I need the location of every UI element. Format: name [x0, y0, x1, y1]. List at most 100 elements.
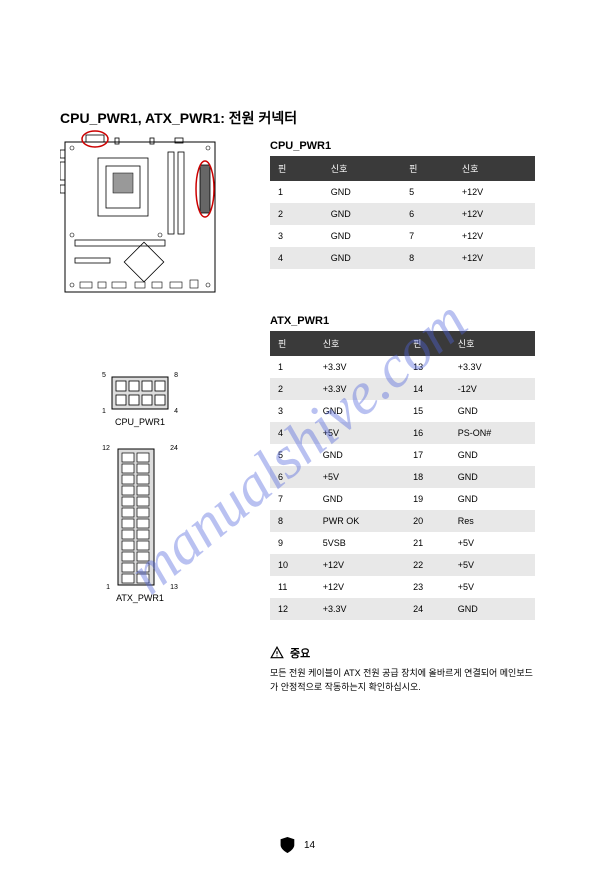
table-cell: 2: [270, 378, 315, 400]
table-cell: 17: [405, 444, 450, 466]
page-number: 14: [280, 837, 315, 853]
t2-h1: 신호: [315, 331, 405, 356]
pin-1: 1: [102, 408, 106, 415]
t2-h2: 핀: [405, 331, 450, 356]
page-content: CPU_PWR1 핀 신호 핀 신호 1GND5+12V2GND6+12V3GN…: [0, 0, 595, 694]
table-cell: 16: [405, 422, 450, 444]
table-cell: 2: [270, 203, 323, 225]
table-cell: 21: [405, 532, 450, 554]
pin-8: 8: [174, 372, 178, 379]
table-cell: +3.3V: [315, 378, 405, 400]
t1-h2: 핀: [401, 156, 454, 181]
table-cell: +3.3V: [450, 356, 535, 378]
table-cell: +5V: [450, 576, 535, 598]
pin-4: 4: [174, 408, 178, 415]
note-title-text: 중요: [290, 645, 310, 661]
pin-1b: 1: [106, 584, 110, 591]
connector-8pin: 5 1 8 4 CPU_PWR1: [110, 375, 170, 427]
table-cell: 9: [270, 532, 315, 554]
t2-h0: 핀: [270, 331, 315, 356]
table-cell: 19: [405, 488, 450, 510]
top-row: CPU_PWR1 핀 신호 핀 신호 1GND5+12V2GND6+12V3GN…: [60, 130, 535, 300]
table-cell: 18: [405, 466, 450, 488]
table-cell: GND: [450, 598, 535, 620]
connector-diagrams: 5 1 8 4 CPU_PWR1 12 1 24 13 ATX_PWR1: [60, 315, 220, 694]
table-cell: GND: [315, 400, 405, 422]
table-cell: 13: [405, 356, 450, 378]
table-cell: 7: [270, 488, 315, 510]
table-cell: +3.3V: [315, 356, 405, 378]
table-cell: GND: [450, 444, 535, 466]
pin-13: 13: [170, 584, 178, 591]
atx-pwr-table: 핀 신호 핀 신호 1+3.3V13+3.3V2+3.3V14-12V3GND1…: [270, 331, 535, 620]
table-cell: 6: [270, 466, 315, 488]
connector24-label: ATX_PWR1: [116, 593, 164, 603]
pin-24: 24: [170, 445, 178, 452]
t1-h0: 핀: [270, 156, 323, 181]
t1-h1: 신호: [323, 156, 401, 181]
table-cell: GND: [315, 444, 405, 466]
table-cell: GND: [323, 181, 401, 203]
table-cell: 8: [401, 247, 454, 269]
table-cell: GND: [315, 488, 405, 510]
table-cell: 1: [270, 356, 315, 378]
table-cell: 11: [270, 576, 315, 598]
table-cell: 24: [405, 598, 450, 620]
note-box: 중요 모든 전원 케이블이 ATX 전원 공급 장치에 올바르게 연결되어 메인…: [270, 645, 535, 694]
table-cell: +5V: [450, 554, 535, 576]
connector-24pin: 12 1 24 13 ATX_PWR1: [116, 447, 164, 603]
table-cell: 14: [405, 378, 450, 400]
pin-5: 5: [102, 372, 106, 379]
table-cell: 8: [270, 510, 315, 532]
table2-title: ATX_PWR1: [270, 315, 535, 327]
second-section: 5 1 8 4 CPU_PWR1 12 1 24 13 ATX_PWR1 ATX…: [60, 315, 535, 694]
table-cell: PS-ON#: [450, 422, 535, 444]
table-cell: 7: [401, 225, 454, 247]
table-cell: 4: [270, 422, 315, 444]
table-cell: +12V: [315, 554, 405, 576]
table-cell: 5: [270, 444, 315, 466]
table-cell: 1: [270, 181, 323, 203]
table2-container: ATX_PWR1 핀 신호 핀 신호 1+3.3V13+3.3V2+3.3V14…: [270, 315, 535, 694]
motherboard-diagram: [60, 130, 220, 300]
table-cell: 23: [405, 576, 450, 598]
table-cell: GND: [450, 400, 535, 422]
table-cell: +12V: [315, 576, 405, 598]
table-cell: GND: [323, 247, 401, 269]
table-cell: GND: [450, 488, 535, 510]
table-cell: 5VSB: [315, 532, 405, 554]
table-cell: 5: [401, 181, 454, 203]
table-cell: -12V: [450, 378, 535, 400]
table-cell: +12V: [454, 181, 535, 203]
table-cell: +5V: [315, 422, 405, 444]
table-cell: 15: [405, 400, 450, 422]
table-cell: 4: [270, 247, 323, 269]
table-cell: +12V: [454, 203, 535, 225]
t1-h3: 신호: [454, 156, 535, 181]
table-cell: 22: [405, 554, 450, 576]
table-cell: +5V: [315, 466, 405, 488]
table-cell: PWR OK: [315, 510, 405, 532]
table-cell: 10: [270, 554, 315, 576]
shield-icon: [280, 837, 294, 853]
table-cell: Res: [450, 510, 535, 532]
connector8-label: CPU_PWR1: [110, 417, 170, 427]
page-num-text: 14: [304, 840, 315, 851]
pin-12: 12: [102, 445, 110, 452]
table-cell: 6: [401, 203, 454, 225]
table-cell: GND: [450, 466, 535, 488]
note-title: 중요: [270, 645, 535, 661]
table1-title: CPU_PWR1: [270, 140, 535, 152]
warning-icon: [270, 646, 284, 660]
cpu-pwr-table: 핀 신호 핀 신호 1GND5+12V2GND6+12V3GND7+12V4GN…: [270, 156, 535, 269]
table-cell: +3.3V: [315, 598, 405, 620]
table-cell: 3: [270, 400, 315, 422]
table-cell: 3: [270, 225, 323, 247]
table-cell: 12: [270, 598, 315, 620]
table-cell: GND: [323, 225, 401, 247]
table-cell: +5V: [450, 532, 535, 554]
note-text: 모든 전원 케이블이 ATX 전원 공급 장치에 올바르게 연결되어 메인보드가…: [270, 667, 535, 694]
table-cell: GND: [323, 203, 401, 225]
table-cell: 20: [405, 510, 450, 532]
table1-container: CPU_PWR1 핀 신호 핀 신호 1GND5+12V2GND6+12V3GN…: [270, 140, 535, 269]
